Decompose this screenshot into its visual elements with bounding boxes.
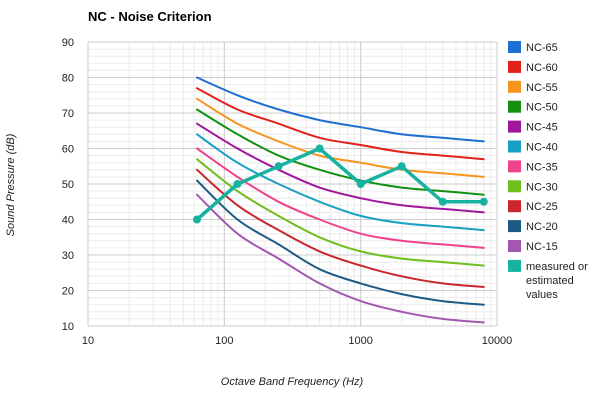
y-tick-label: 10: [62, 321, 74, 333]
axis-tick-labels: 10 20 30 40 50 60 70 80 90 10 100 1000 10000: [62, 37, 513, 347]
legend-label: measured or: [526, 261, 588, 273]
legend-swatch: [508, 41, 521, 53]
y-tick-label: 30: [62, 250, 74, 262]
legend-label: NC-50: [526, 102, 558, 114]
data-point: [479, 197, 488, 206]
legend-label: NC-30: [526, 181, 558, 193]
y-tick-label: 40: [62, 215, 74, 227]
x-tick-label: 10: [82, 335, 94, 347]
legend-swatch: [508, 240, 521, 252]
series-line: [196, 168, 485, 288]
series-line: [196, 76, 485, 143]
y-tick-label: 70: [62, 108, 74, 120]
data-point: [397, 162, 406, 171]
grid: [87, 41, 498, 327]
legend-label: NC-20: [526, 221, 558, 233]
legend-swatch: [508, 60, 521, 73]
legend-swatch: [508, 100, 521, 113]
series-line: [196, 193, 485, 324]
series-line: [196, 133, 485, 232]
data-point: [315, 144, 324, 153]
legend-swatch: [508, 160, 521, 173]
series-line: [196, 158, 485, 267]
x-tick-label: 100: [215, 335, 233, 347]
series-line: [196, 108, 485, 196]
data-point: [356, 180, 365, 188]
legend-swatch: [508, 180, 521, 193]
data-point: [192, 215, 201, 224]
legend-swatch: [508, 140, 521, 153]
data-point: [438, 197, 447, 206]
series-line: [196, 179, 485, 306]
series-line: [196, 147, 485, 249]
legend-label: NC-60: [526, 62, 558, 74]
data-point: [233, 180, 242, 188]
legend-swatch: [508, 120, 521, 133]
series-line: [196, 122, 485, 214]
legend-label: NC-55: [526, 82, 558, 94]
series-lines: [192, 76, 488, 324]
legend: NC-65 NC-60 NC-55 NC-50 NC-45 NC-40 NC-35 NC-30…: [508, 41, 588, 301]
legend-label: NC-25: [526, 201, 558, 213]
legend-label: values: [526, 289, 558, 301]
legend-label: NC-40: [526, 142, 558, 154]
y-tick-label: 60: [62, 144, 74, 156]
y-tick-label: 90: [62, 37, 74, 49]
legend-swatch: [508, 200, 521, 213]
x-axis-title: Octave Band Frequency (Hz): [221, 376, 364, 388]
y-tick-label: 80: [62, 73, 74, 85]
legend-label: NC-45: [526, 122, 558, 134]
legend-swatch: [508, 220, 521, 233]
series-line: [196, 87, 485, 161]
legend-label: estimated: [526, 275, 574, 287]
series-line: [196, 97, 485, 178]
y-tick-label: 50: [62, 179, 74, 191]
x-tick-label: 10000: [482, 335, 513, 347]
data-point: [274, 162, 283, 171]
legend-swatch: [508, 259, 521, 272]
y-axis-title: Sound Pressure (dB): [5, 133, 17, 236]
legend-label: NC-65: [526, 42, 558, 54]
y-tick-label: 20: [62, 286, 74, 298]
x-tick-label: 1000: [348, 335, 372, 347]
series-line: [195, 146, 486, 222]
legend-label: NC-15: [526, 241, 558, 253]
legend-label: NC-35: [526, 161, 558, 173]
chart-title: NC - Noise Criterion: [88, 9, 212, 24]
legend-swatch: [508, 80, 521, 93]
